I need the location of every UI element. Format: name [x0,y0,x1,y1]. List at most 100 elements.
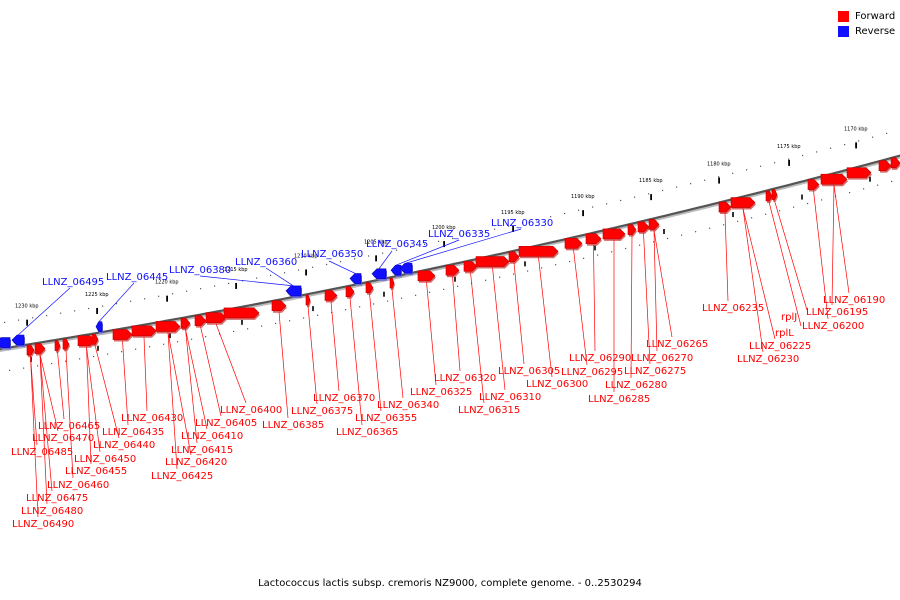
forward-gene-arrow[interactable] [91,334,99,347]
reverse-gene-arrow[interactable] [95,321,103,334]
gene-label-llnz-06445[interactable]: LLNZ_06445 [106,272,168,283]
gene-label-llnz-06455[interactable]: LLNZ_06455 [65,466,127,477]
gene-label-llnz-06400[interactable]: LLNZ_06400 [220,405,282,416]
forward-gene-arrow[interactable] [180,318,191,331]
reverse-gene-arrow[interactable] [371,268,387,281]
forward-gene-arrow[interactable] [131,325,157,338]
forward-gene-arrow[interactable] [463,261,478,274]
gene-label-llnz-06320[interactable]: LLNZ_06320 [434,373,496,384]
forward-gene-arrow[interactable] [890,157,900,170]
forward-gene-arrow[interactable] [602,228,626,241]
gene-label-llnz-06415[interactable]: LLNZ_06415 [171,445,233,456]
gene-label-rplj[interactable]: rplJ [781,312,797,323]
gene-label-llnz-06330[interactable]: LLNZ_06330 [491,218,553,229]
reverse-gene-arrow[interactable] [11,334,25,348]
gene-label-llnz-06195[interactable]: LLNZ_06195 [806,307,868,318]
gene-label-llnz-06275[interactable]: LLNZ_06275 [624,366,686,377]
forward-gene-arrow[interactable] [518,246,559,259]
reverse-gene-arrow[interactable] [349,273,362,286]
forward-gene-arrow[interactable] [820,173,848,187]
forward-gene-arrow[interactable] [564,238,583,251]
gene-label-llnz-06430[interactable]: LLNZ_06430 [121,413,183,424]
gene-label-llnz-06280[interactable]: LLNZ_06280 [605,380,667,391]
forward-gene-arrow[interactable] [223,307,260,320]
gene-label-llnz-06470[interactable]: LLNZ_06470 [32,433,94,444]
gene-label-llnz-06340[interactable]: LLNZ_06340 [377,400,439,411]
forward-gene-arrow[interactable] [389,277,395,291]
forward-gene-arrow[interactable] [846,167,872,180]
forward-gene-arrow[interactable] [765,190,773,203]
forward-gene-arrow[interactable] [771,189,778,202]
forward-gene-arrow[interactable] [627,224,637,237]
gene-label-llnz-06460[interactable]: LLNZ_06460 [47,480,109,491]
forward-gene-arrow[interactable] [585,233,602,246]
gene-label-llnz-06425[interactable]: LLNZ_06425 [151,471,213,482]
gene-label-llnz-06480[interactable]: LLNZ_06480 [21,506,83,517]
gene-label-llnz-06350[interactable]: LLNZ_06350 [301,249,363,260]
forward-gene-arrow[interactable] [26,344,35,358]
forward-gene-arrow[interactable] [807,179,820,192]
forward-gene-arrow[interactable] [324,290,338,303]
gene-label-llnz-06465[interactable]: LLNZ_06465 [38,421,100,432]
forward-gene-arrow[interactable] [54,340,61,353]
gene-label-llnz-06270[interactable]: LLNZ_06270 [631,353,693,364]
gene-label-llnz-06420[interactable]: LLNZ_06420 [165,457,227,468]
gene-label-llnz-06450[interactable]: LLNZ_06450 [74,454,136,465]
forward-gene-arrow[interactable] [445,264,460,278]
gene-label-llnz-06335[interactable]: LLNZ_06335 [428,229,490,240]
gene-label-llnz-06435[interactable]: LLNZ_06435 [102,427,164,438]
gene-label-llnz-06200[interactable]: LLNZ_06200 [802,321,864,332]
gene-label-llnz-06230[interactable]: LLNZ_06230 [737,354,799,365]
forward-gene-arrow[interactable] [417,270,436,283]
gene-label-llnz-06485[interactable]: LLNZ_06485 [11,447,73,458]
gene-label-llnz-06310[interactable]: LLNZ_06310 [479,392,541,403]
gene-label-llnz-06290[interactable]: LLNZ_06290 [569,353,631,364]
forward-gene-arrow[interactable] [305,294,311,308]
forward-gene-arrow[interactable] [365,282,374,295]
gene-label-llnz-06380[interactable]: LLNZ_06380 [169,265,231,276]
forward-gene-arrow[interactable] [508,251,520,264]
gene-label-llnz-06375[interactable]: LLNZ_06375 [291,406,353,417]
gene-label-llnz-06370[interactable]: LLNZ_06370 [313,393,375,404]
gene-label-llnz-06495[interactable]: LLNZ_06495 [42,277,104,288]
forward-gene-arrow[interactable] [112,329,133,342]
gene-label-llnz-06225[interactable]: LLNZ_06225 [749,341,811,352]
forward-gene-arrow[interactable] [34,343,46,356]
forward-gene-arrow[interactable] [730,197,756,210]
forward-gene-arrow[interactable] [637,221,650,234]
gene-label-llnz-06490[interactable]: LLNZ_06490 [12,519,74,530]
reverse-gene-arrow[interactable] [399,262,413,276]
forward-gene-arrow[interactable] [878,160,892,173]
gene-label-llnz-06355[interactable]: LLNZ_06355 [355,413,417,424]
gene-label-llnz-06440[interactable]: LLNZ_06440 [93,440,155,451]
gene-label-llnz-06405[interactable]: LLNZ_06405 [195,418,257,429]
gene-label-llnz-06190[interactable]: LLNZ_06190 [823,295,885,306]
forward-gene-arrow[interactable] [648,219,660,232]
forward-gene-arrow[interactable] [271,300,287,313]
gene-label-llnz-06300[interactable]: LLNZ_06300 [526,379,588,390]
gene-label-llnz-06410[interactable]: LLNZ_06410 [181,431,243,442]
forward-gene-arrow[interactable] [62,338,70,352]
gene-label-llnz-06365[interactable]: LLNZ_06365 [336,427,398,438]
forward-gene-arrow[interactable] [205,312,227,325]
gene-label-llnz-06235[interactable]: LLNZ_06235 [702,303,764,314]
forward-gene-arrow[interactable] [475,256,510,269]
gene-label-llnz-06475[interactable]: LLNZ_06475 [26,493,88,504]
forward-gene-arrow[interactable] [194,315,207,328]
gene-label-llnz-06315[interactable]: LLNZ_06315 [458,405,520,416]
forward-gene-arrow[interactable] [718,201,732,215]
gene-label-llnz-06360[interactable]: LLNZ_06360 [235,257,297,268]
gene-label-llnz-06305[interactable]: LLNZ_06305 [498,366,560,377]
forward-gene-arrow[interactable] [345,286,355,299]
gene-label-llnz-06265[interactable]: LLNZ_06265 [646,339,708,350]
gene-label-rpll[interactable]: rplL [775,328,794,339]
gene-label-llnz-06325[interactable]: LLNZ_06325 [410,387,472,398]
gene-label-llnz-06345[interactable]: LLNZ_06345 [366,239,428,250]
gene-label-llnz-06385[interactable]: LLNZ_06385 [262,420,324,431]
reverse-gene-arrow[interactable] [0,337,11,350]
reverse-gene-arrow[interactable] [285,285,302,298]
reverse-gene-arrow[interactable] [390,264,402,278]
gene-label-llnz-06295[interactable]: LLNZ_06295 [561,367,623,378]
forward-gene-arrow[interactable] [155,321,181,334]
gene-label-llnz-06285[interactable]: LLNZ_06285 [588,394,650,405]
